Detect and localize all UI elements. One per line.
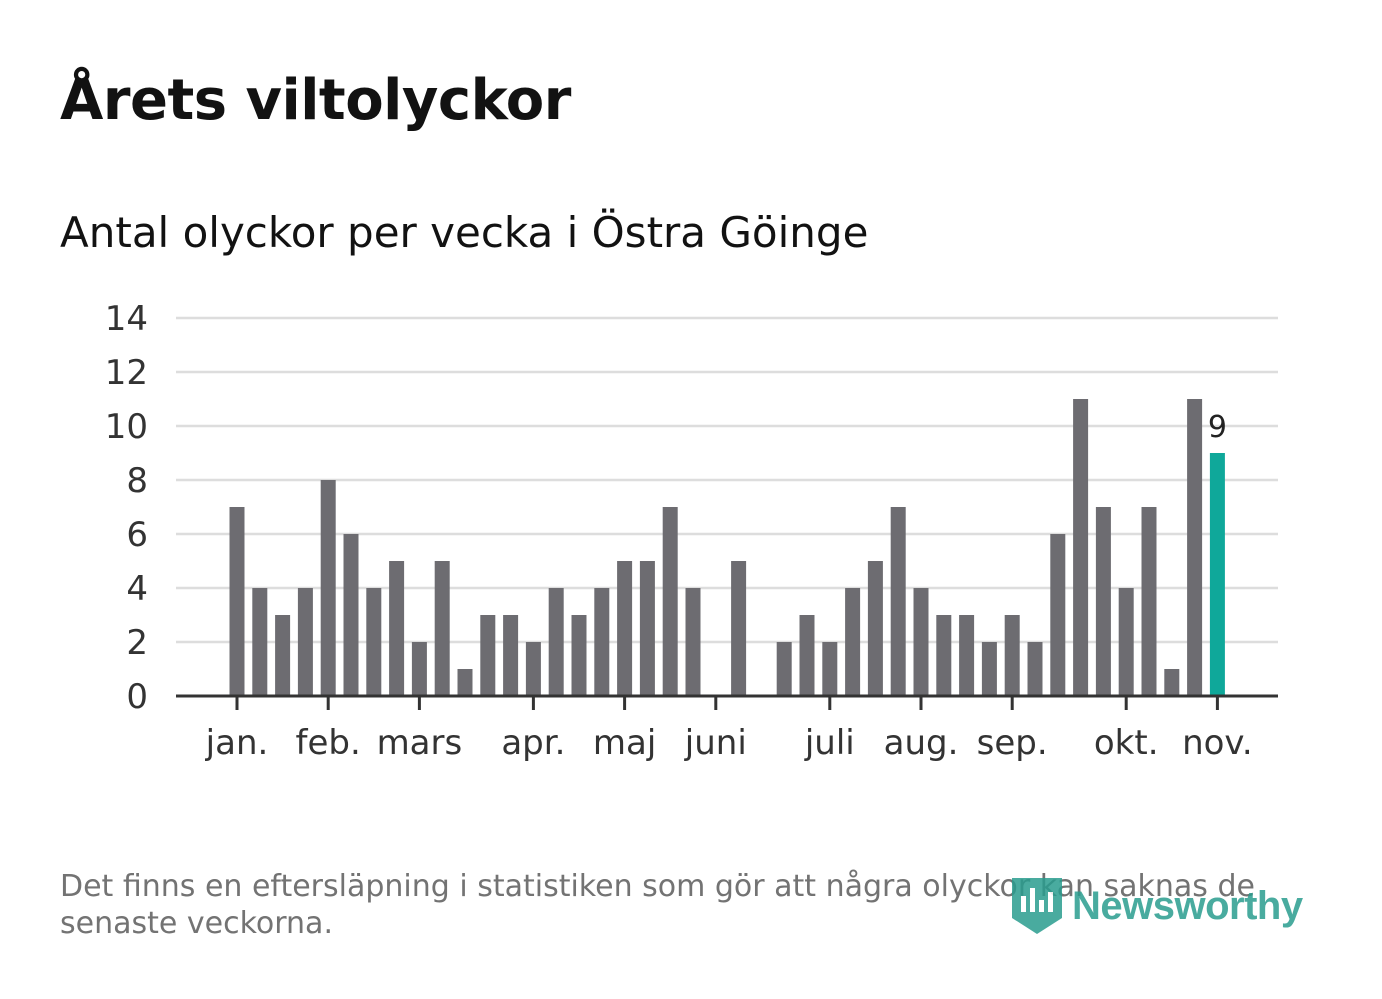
y-tick-label: 14 [105, 299, 148, 339]
y-tick-label: 6 [126, 515, 148, 555]
bar [662, 507, 678, 696]
x-tick-label: okt. [1094, 723, 1159, 763]
bar [639, 561, 655, 696]
bar [890, 507, 906, 696]
bar [457, 669, 473, 696]
bar [320, 480, 336, 696]
bar [1095, 507, 1111, 696]
bar-current-week [1209, 453, 1225, 696]
bar [229, 507, 245, 696]
y-tick-label: 4 [126, 569, 148, 609]
bar [594, 588, 610, 696]
x-tick-label: juli [804, 723, 855, 763]
bar [981, 642, 997, 696]
bar-chart: 0 2 4 6 8 10 12 14 jan. feb. mars apr. maj juni juli a… [105, 299, 1278, 763]
bar [731, 561, 747, 696]
bar [1073, 399, 1089, 696]
bar [1050, 534, 1066, 696]
x-tick-label: jan. [205, 723, 269, 763]
bars [229, 399, 1225, 696]
y-tick-label: 0 [126, 677, 148, 717]
bar [959, 615, 975, 696]
bar [434, 561, 450, 696]
bar [525, 642, 541, 696]
newsworthy-logo-icon [1012, 878, 1062, 934]
x-tick-label: mars [377, 723, 463, 763]
bar [548, 588, 564, 696]
bar [867, 561, 883, 696]
bar [366, 588, 382, 696]
x-tick-label: nov. [1182, 723, 1253, 763]
x-tick-label: feb. [296, 723, 361, 763]
y-tick-label: 2 [126, 623, 148, 663]
bar [571, 615, 587, 696]
bar [252, 588, 268, 696]
grid-lines [176, 316, 1278, 644]
x-tick-label: sep. [977, 723, 1048, 763]
bar [822, 642, 838, 696]
data-label: 9 [1208, 410, 1227, 445]
bar [297, 588, 313, 696]
y-tick-label: 12 [105, 353, 148, 393]
bar [275, 615, 291, 696]
x-tick-label: juni [684, 723, 747, 763]
x-axis-ticks: jan. feb. mars apr. maj juni juli aug. sep. okt. n… [205, 696, 1253, 763]
bar [480, 615, 496, 696]
data-labels: 9 [1208, 410, 1227, 445]
bar [1164, 669, 1180, 696]
bar [913, 588, 929, 696]
newsworthy-logo-text: Newsworthy [1072, 883, 1303, 928]
y-tick-label: 10 [105, 407, 148, 447]
bar [343, 534, 359, 696]
bar [936, 615, 952, 696]
y-axis-ticks: 0 2 4 6 8 10 12 14 [105, 299, 148, 717]
x-tick-label: apr. [501, 723, 565, 763]
bar [1187, 399, 1203, 696]
x-tick-label: maj [593, 723, 656, 763]
bar [1004, 615, 1020, 696]
chart-subtitle: Antal olyckor per vecka i Östra Göinge [60, 208, 869, 257]
bar [389, 561, 405, 696]
bar [503, 615, 519, 696]
bar [1118, 588, 1134, 696]
bar [845, 588, 861, 696]
bar [776, 642, 792, 696]
bar [1141, 507, 1157, 696]
chart-title: Årets viltolyckor [60, 68, 571, 133]
bar [411, 642, 427, 696]
bar [685, 588, 701, 696]
bar [799, 615, 815, 696]
bar [617, 561, 633, 696]
bar [1027, 642, 1043, 696]
y-tick-label: 8 [126, 461, 148, 501]
newsworthy-logo: Newsworthy [1012, 878, 1303, 934]
x-tick-label: aug. [884, 723, 959, 763]
